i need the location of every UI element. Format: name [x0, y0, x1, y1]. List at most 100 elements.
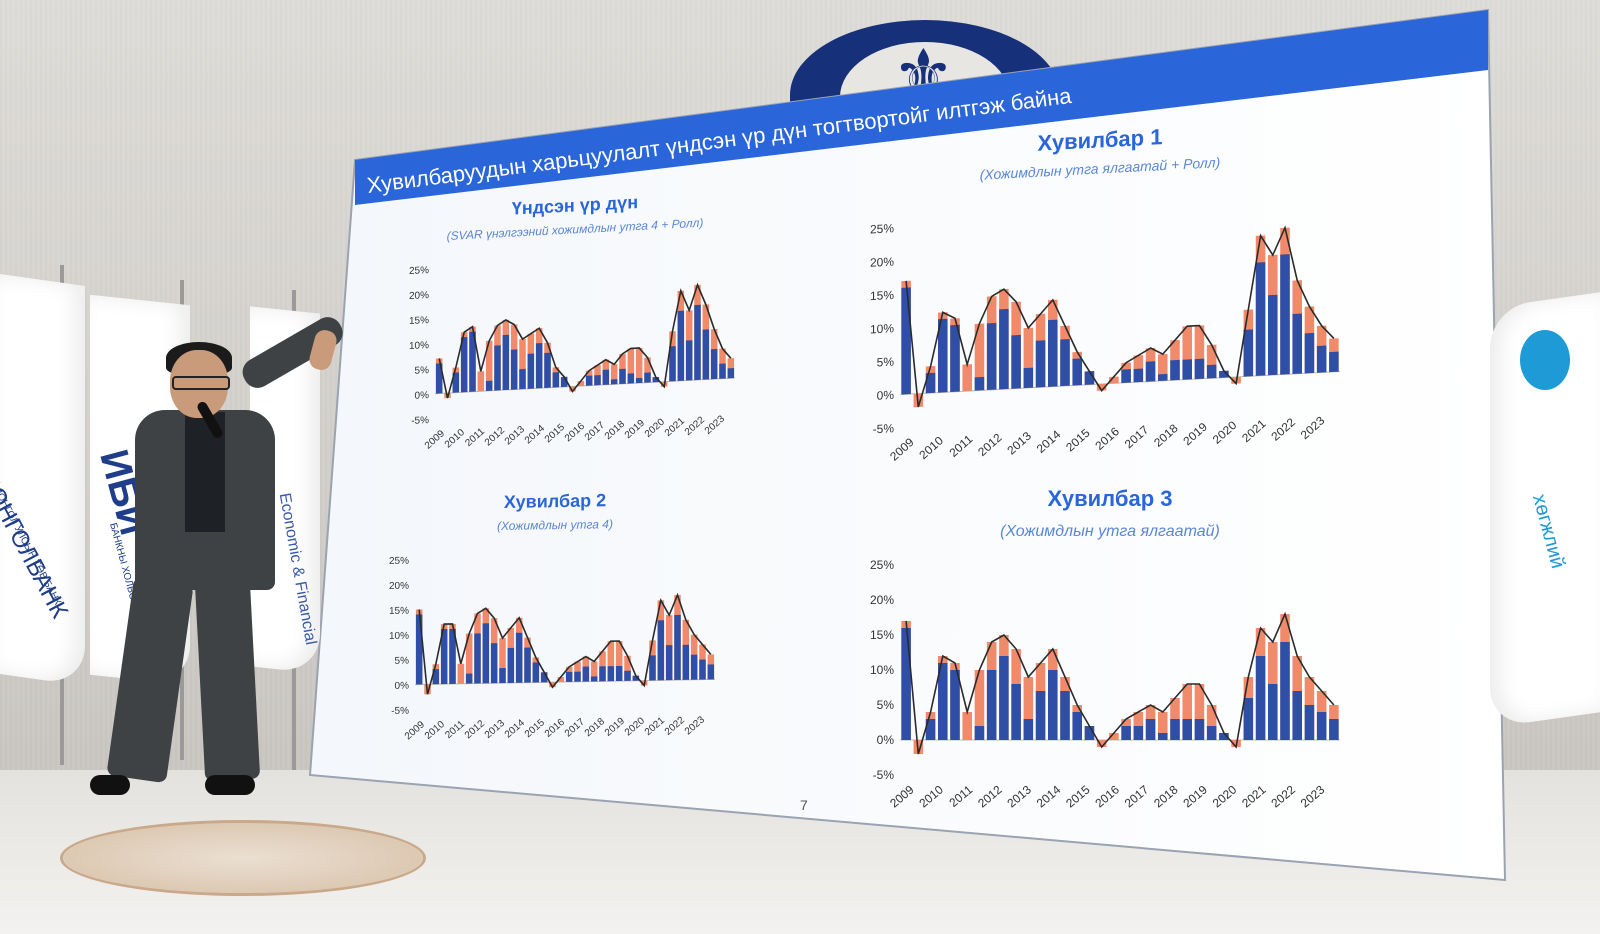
- bar-component: [694, 304, 701, 381]
- bar-component: [685, 340, 693, 381]
- y-tick-label: 25%: [870, 221, 894, 236]
- bar-component: [1255, 262, 1266, 376]
- y-tick-label: 15%: [389, 606, 409, 617]
- bar-component: [515, 632, 523, 683]
- bar-component: [710, 348, 718, 380]
- bar-component: [607, 666, 615, 682]
- bar-component: [999, 656, 1009, 740]
- total-line: [418, 592, 712, 695]
- bar-component: [677, 310, 685, 381]
- bar-component: [1292, 313, 1302, 375]
- bar-total: [1182, 684, 1192, 740]
- bar-component: [619, 368, 626, 385]
- bar-component: [1316, 712, 1327, 740]
- bar-total: [635, 347, 643, 384]
- total-line: [905, 225, 1335, 408]
- bar-component: [552, 372, 560, 388]
- bar-component: [1255, 656, 1266, 740]
- y-tick-label: -5%: [391, 706, 409, 717]
- y-tick-label: 15%: [870, 628, 894, 642]
- y-tick-label: 20%: [870, 255, 894, 270]
- bar-component: [1194, 358, 1205, 380]
- bar-component: [624, 670, 631, 681]
- bar-component: [1011, 684, 1021, 740]
- bar-component: [1329, 719, 1339, 740]
- bar-component: [1035, 691, 1046, 740]
- bar-total: [1194, 684, 1205, 740]
- bar-component: [1035, 340, 1046, 388]
- bar-component: [565, 671, 573, 682]
- bar-component: [535, 343, 543, 389]
- bar-component: [485, 380, 493, 392]
- bar-component: [449, 628, 456, 684]
- bar-component: [1268, 684, 1278, 740]
- bar-component: [1243, 329, 1254, 377]
- bar-component: [665, 645, 673, 681]
- bar-component: [682, 644, 690, 680]
- bar-component: [469, 331, 476, 392]
- bar-component: [1316, 345, 1327, 373]
- bar-component: [901, 628, 911, 740]
- bar-component: [669, 346, 676, 382]
- bar-total: [1158, 712, 1168, 740]
- zero-line: [415, 678, 715, 686]
- y-tick-label: 10%: [409, 340, 429, 352]
- y-tick-label: 10%: [389, 631, 409, 642]
- bar-component: [602, 369, 610, 385]
- bar-component: [974, 726, 985, 740]
- bar-component: [719, 363, 726, 379]
- bar-total: [457, 663, 465, 684]
- y-tick-label: 10%: [870, 663, 894, 677]
- y-tick-label: 5%: [415, 365, 430, 377]
- y-tick-label: 25%: [409, 265, 429, 277]
- bar-component: [1121, 726, 1131, 740]
- y-tick-label: 0%: [415, 390, 430, 402]
- bar-component: [635, 377, 643, 384]
- y-tick-label: 0%: [877, 388, 895, 403]
- bar-component: [1060, 691, 1070, 740]
- bar-component: [1048, 670, 1058, 740]
- bar-component: [524, 647, 531, 683]
- bar-total: [1109, 733, 1119, 740]
- flag-mongolbank: [0, 274, 85, 686]
- zero-line: [435, 377, 735, 395]
- y-tick-label: 5%: [877, 355, 895, 370]
- bar-component: [1194, 719, 1205, 740]
- bar-component: [1084, 726, 1095, 740]
- bar-component: [1219, 733, 1229, 740]
- bar-component: [527, 353, 535, 389]
- bar-component: [1145, 719, 1156, 740]
- bar-component: [460, 336, 468, 393]
- y-tick-label: 0%: [877, 733, 895, 747]
- bar-component: [950, 324, 960, 392]
- y-tick-label: 5%: [877, 698, 895, 712]
- bar-component: [599, 666, 606, 682]
- bar-total: [962, 364, 972, 392]
- bar-component: [986, 322, 997, 391]
- zero-line: [900, 371, 1340, 396]
- bar-component: [999, 308, 1009, 390]
- bar-component: [901, 287, 911, 395]
- bar-component: [532, 662, 540, 683]
- bar-component: [644, 372, 651, 383]
- bar-total: [974, 323, 985, 391]
- floor-rug: [60, 820, 426, 896]
- bar-component: [938, 663, 948, 740]
- bar-component: [1048, 319, 1058, 387]
- bar-total: [485, 340, 493, 392]
- y-tick-label: 15%: [870, 288, 894, 303]
- bar-component: [1133, 726, 1144, 740]
- bar-component: [986, 670, 997, 740]
- bar-component: [507, 647, 515, 683]
- y-tick-label: 20%: [409, 290, 429, 302]
- total-line: [438, 282, 732, 399]
- y-tick-label: -5%: [873, 768, 895, 782]
- bar-component: [727, 368, 735, 379]
- y-tick-label: 25%: [389, 556, 409, 567]
- bar-component: [1292, 691, 1302, 740]
- bar-component: [590, 676, 598, 682]
- flag-right-logo-icon: [1520, 330, 1570, 390]
- y-tick-label: 5%: [395, 656, 410, 667]
- y-tick-label: 10%: [870, 321, 894, 336]
- bar-total: [1023, 677, 1034, 740]
